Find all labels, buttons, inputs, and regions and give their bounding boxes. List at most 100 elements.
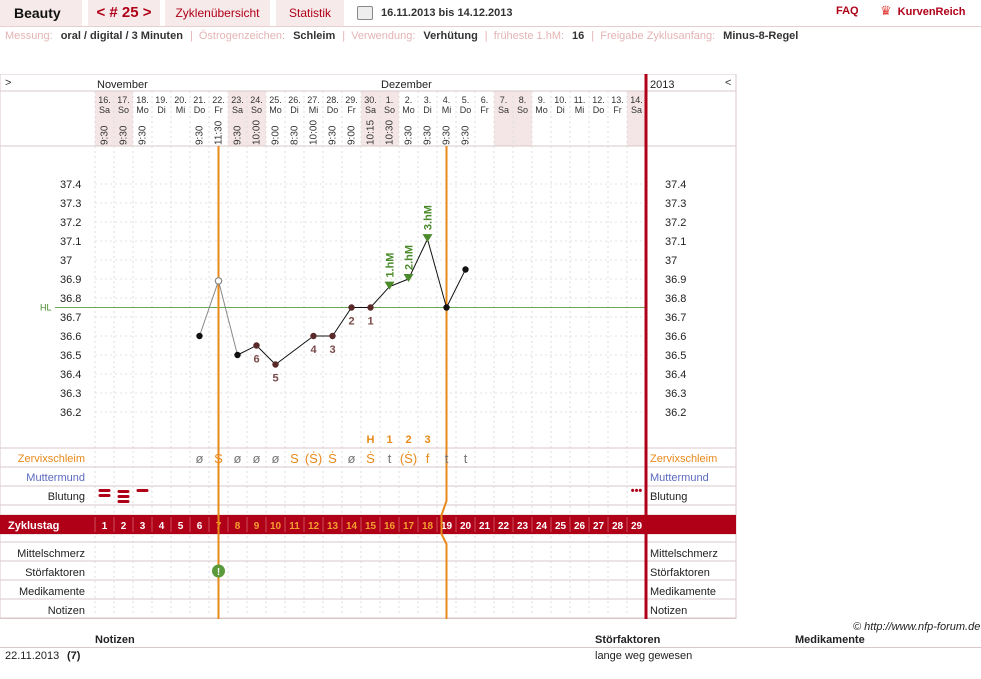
tab-zyklenuebersicht[interactable]: Zyklenübersicht [165,0,270,26]
y-tick-right: 37.4 [665,179,686,191]
y-tick-left: 37 [60,255,72,267]
row-label-right: Muttermund [650,472,709,484]
y-tick-right: 36.9 [665,274,686,286]
temp-count-label: 3 [329,344,335,356]
day-weekday: Sa [631,105,642,115]
temp-line-segment [275,335,314,365]
cycle-day-number: 24 [536,521,548,532]
day-date: 21. [193,95,206,105]
y-tick-right: 36.7 [665,312,686,324]
day-weekday: Di [423,105,432,115]
weekend-shade [627,91,646,146]
day-weekday: Sa [99,105,110,115]
cycle-day-number: 29 [631,521,643,532]
print-icon[interactable] [357,6,373,21]
temp-count-label: 6 [253,354,259,366]
weekend-shade [114,91,133,146]
hl-label: HL [40,303,52,313]
bleeding-mark [117,495,130,498]
row-label-mittelschmerz: Mittelschmerz [17,548,85,560]
disturbances-column-header: Störfaktoren [595,634,661,646]
mucus-symbol: S [214,451,223,466]
y-tick-left: 36.6 [60,331,81,343]
day-date: 10. [554,95,567,105]
day-time: 9:00 [271,125,282,145]
copyright: © http://www.nfp-forum.de [853,621,981,633]
logo[interactable]: ♛ KurvenReich [880,3,966,19]
temp-hm-marker [384,281,395,290]
cycle-day-number: 12 [308,521,320,532]
day-weekday: Do [327,105,339,115]
meta-label-estrogen: Östrogenzeichen: [198,30,286,42]
day-date: 3. [424,95,432,105]
bleeding-mark [117,500,130,503]
day-weekday: Di [290,105,299,115]
cycle-number-nav[interactable]: < # 25 > [88,0,160,26]
cycle-day-number: 2 [121,521,127,532]
cycle-day-number: 10 [270,521,282,532]
bleeding-mark: ••• [631,485,643,497]
temp-point [462,266,469,273]
top-tab-bar: Beauty < # 25 > Zyklenübersicht Statisti… [0,0,981,27]
nav-left-arrow: > [5,77,11,89]
hm-label: 2.hM [404,245,416,270]
day-date: 30. [364,95,377,105]
weekend-shade [513,91,532,146]
temp-point [348,304,355,311]
day-time: 10:00 [309,120,320,145]
day-weekday: Mo [269,105,282,115]
row-label-right: Mittelschmerz [650,548,718,560]
tab-statistik[interactable]: Statistik [276,0,344,26]
faq-link[interactable]: FAQ [836,5,859,17]
mucus-symbol: f [426,451,430,466]
y-tick-right: 36.3 [665,388,686,400]
day-time: 8:30 [290,125,301,145]
note-disturbance: lange weg gewesen [595,650,693,662]
temp-line-segment [427,238,447,308]
day-time: 9:30 [195,125,206,145]
row-label-notes: Notizen [48,605,85,617]
cycle-day-number: 3 [140,521,146,532]
notes-column-header: Notizen [95,634,135,646]
day-time: 10:15 [366,120,377,145]
temp-line-segment [389,278,409,288]
meta-label-usage: Verwendung: [351,30,416,42]
day-date: 20. [174,95,187,105]
temp-count-label: 1 [367,316,373,328]
day-time: 9:30 [404,125,415,145]
medication-column-header: Medikamente [795,634,865,646]
day-weekday: Mo [136,105,149,115]
mucus-marker: H [367,434,375,446]
day-time: 9:30 [461,125,472,145]
mucus-marker: 3 [424,434,430,446]
mucus-symbol: (Ṡ) [305,451,322,466]
hm-label: 1.hM [385,253,397,278]
hm-label: 3.hM [423,205,435,230]
y-tick-right: 36.5 [665,350,686,362]
row-label-right: Störfaktoren [650,567,710,579]
day-time: 9:30 [100,125,111,145]
cycle-day-number: 18 [422,521,434,532]
bleeding-mark [98,494,111,497]
temp-count-label: 4 [310,344,317,356]
cycle-day-number: 4 [159,521,165,532]
row-label-right: Blutung [650,491,687,503]
mucus-symbol: t [445,451,449,466]
meta-value-usage: Verhütung [423,30,478,42]
mucus-symbol: S [290,451,299,466]
cycle-day-number: 6 [197,521,203,532]
row-label-right: Medikamente [650,586,716,598]
cycle-day-number: 28 [612,521,624,532]
day-date: 8. [519,95,527,105]
day-weekday: So [517,105,528,115]
meta-label-earliest-hm: früheste 1.hM: [493,30,565,42]
y-tick-left: 37.2 [60,217,81,229]
weekend-shade [95,91,114,146]
chart-frame [0,74,737,619]
day-weekday: Di [157,105,166,115]
meta-value-measurement: oral / digital / 3 Minuten [60,30,183,42]
day-date: 26. [288,95,301,105]
user-name-tab[interactable]: Beauty [0,0,82,26]
day-date: 6. [481,95,489,105]
row-label-right: Zervixschleim [650,453,717,465]
